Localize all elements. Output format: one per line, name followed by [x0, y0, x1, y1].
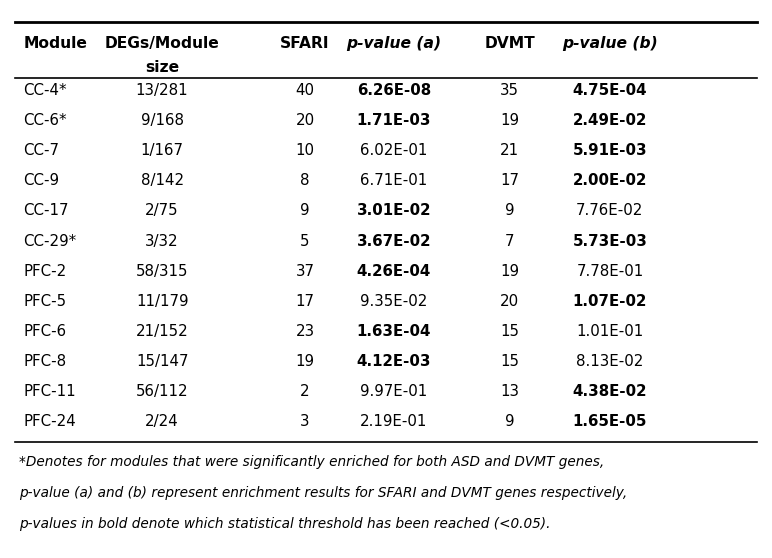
Text: 7.78E-01: 7.78E-01	[576, 264, 644, 278]
Text: 2/24: 2/24	[145, 415, 179, 429]
Text: 13: 13	[500, 384, 519, 399]
Text: Module: Module	[23, 36, 87, 51]
Text: 4.26E-04: 4.26E-04	[357, 264, 431, 278]
Text: 13/281: 13/281	[136, 83, 188, 98]
Text: 20: 20	[296, 113, 314, 128]
Text: PFC-8: PFC-8	[23, 354, 66, 369]
Text: 3.67E-02: 3.67E-02	[357, 234, 431, 248]
Text: 10: 10	[296, 143, 314, 158]
Text: 4.38E-02: 4.38E-02	[573, 384, 647, 399]
Text: 37: 37	[296, 264, 314, 278]
Text: 35: 35	[500, 83, 519, 98]
Text: PFC-24: PFC-24	[23, 415, 76, 429]
Text: size: size	[145, 60, 179, 75]
Text: CC-29*: CC-29*	[23, 234, 76, 248]
Text: 1/167: 1/167	[141, 143, 184, 158]
Text: 23: 23	[296, 324, 314, 339]
Text: 8.13E-02: 8.13E-02	[576, 354, 644, 369]
Text: 3.01E-02: 3.01E-02	[357, 204, 431, 218]
Text: 3: 3	[300, 415, 310, 429]
Text: 7: 7	[505, 234, 514, 248]
Text: 6.71E-01: 6.71E-01	[360, 174, 428, 188]
Text: 19: 19	[296, 354, 314, 369]
Text: 2.00E-02: 2.00E-02	[573, 174, 647, 188]
Text: 20: 20	[500, 294, 519, 309]
Text: CC-9: CC-9	[23, 174, 59, 188]
Text: p-value (a): p-value (a)	[346, 36, 442, 51]
Text: 1.01E-01: 1.01E-01	[576, 324, 644, 339]
Text: p-values in bold denote which statistical threshold has been reached (<0.05).: p-values in bold denote which statistica…	[19, 517, 550, 531]
Text: 4.12E-03: 4.12E-03	[357, 354, 431, 369]
Text: p-value (b): p-value (b)	[562, 36, 658, 51]
Text: DVMT: DVMT	[484, 36, 535, 51]
Text: 5.73E-03: 5.73E-03	[573, 234, 647, 248]
Text: 17: 17	[500, 174, 519, 188]
Text: p-value (a) and (b) represent enrichment results for SFARI and DVMT genes respec: p-value (a) and (b) represent enrichment…	[19, 486, 628, 500]
Text: 15: 15	[500, 354, 519, 369]
Text: 6.26E-08: 6.26E-08	[357, 83, 431, 98]
Text: 58/315: 58/315	[136, 264, 188, 278]
Text: 19: 19	[500, 264, 519, 278]
Text: 4.75E-04: 4.75E-04	[573, 83, 647, 98]
Text: 2/75: 2/75	[145, 204, 179, 218]
Text: 2: 2	[300, 384, 310, 399]
Text: 8/142: 8/142	[141, 174, 184, 188]
Text: 9: 9	[505, 415, 514, 429]
Text: 21/152: 21/152	[136, 324, 188, 339]
Text: 9: 9	[505, 204, 514, 218]
Text: CC-6*: CC-6*	[23, 113, 67, 128]
Text: 1.65E-05: 1.65E-05	[573, 415, 647, 429]
Text: 5: 5	[300, 234, 310, 248]
Text: CC-7: CC-7	[23, 143, 59, 158]
Text: 9: 9	[300, 204, 310, 218]
Text: 1.07E-02: 1.07E-02	[573, 294, 647, 309]
Text: 17: 17	[296, 294, 314, 309]
Text: 56/112: 56/112	[136, 384, 188, 399]
Text: 15: 15	[500, 324, 519, 339]
Text: 21: 21	[500, 143, 519, 158]
Text: 15/147: 15/147	[136, 354, 188, 369]
Text: DEGs/Module: DEGs/Module	[105, 36, 219, 51]
Text: PFC-11: PFC-11	[23, 384, 76, 399]
Text: PFC-6: PFC-6	[23, 324, 66, 339]
Text: 6.02E-01: 6.02E-01	[360, 143, 428, 158]
Text: 9.35E-02: 9.35E-02	[360, 294, 428, 309]
Text: 9/168: 9/168	[141, 113, 184, 128]
Text: 9.97E-01: 9.97E-01	[360, 384, 428, 399]
Text: 1.63E-04: 1.63E-04	[357, 324, 431, 339]
Text: 1.71E-03: 1.71E-03	[357, 113, 431, 128]
Text: *Denotes for modules that were significantly enriched for both ASD and DVMT gene: *Denotes for modules that were significa…	[19, 455, 604, 469]
Text: PFC-5: PFC-5	[23, 294, 66, 309]
Text: 2.19E-01: 2.19E-01	[360, 415, 428, 429]
Text: CC-17: CC-17	[23, 204, 69, 218]
Text: CC-4*: CC-4*	[23, 83, 67, 98]
Text: 11/179: 11/179	[136, 294, 188, 309]
Text: SFARI: SFARI	[280, 36, 330, 51]
Text: 5.91E-03: 5.91E-03	[573, 143, 647, 158]
Text: 2.49E-02: 2.49E-02	[573, 113, 647, 128]
Text: 3/32: 3/32	[145, 234, 179, 248]
Text: 19: 19	[500, 113, 519, 128]
Text: 8: 8	[300, 174, 310, 188]
Text: PFC-2: PFC-2	[23, 264, 66, 278]
Text: 40: 40	[296, 83, 314, 98]
Text: 7.76E-02: 7.76E-02	[576, 204, 644, 218]
